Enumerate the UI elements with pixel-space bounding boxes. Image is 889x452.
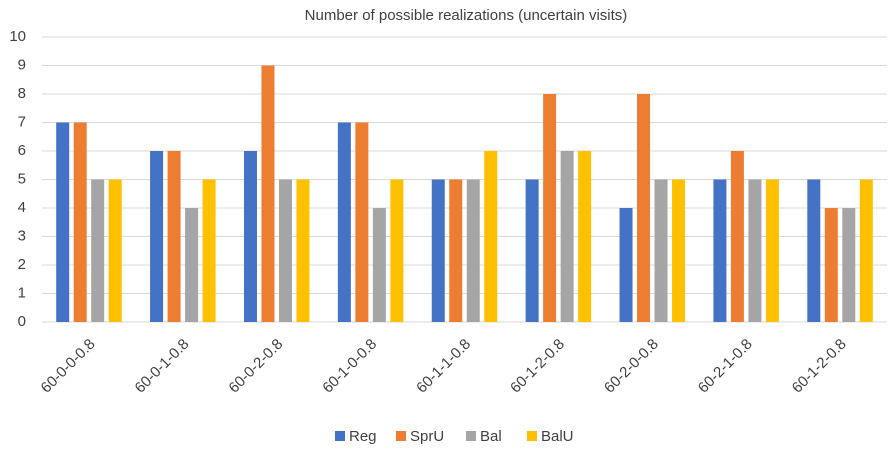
y-tick-label: 5 [18,170,26,187]
x-tick-label: 60-2-1-0.8 [695,336,756,397]
bar [654,179,668,322]
bar [730,151,744,322]
x-tick-label: 60-0-1-0.8 [132,336,193,397]
bar [672,179,686,322]
y-tick-label: 7 [18,113,26,130]
bar [842,208,856,322]
legend-swatch [335,431,345,441]
y-tick-label: 0 [18,313,26,330]
bar [202,179,216,322]
y-tick-label: 2 [18,256,26,273]
x-tick-label: 60-0-2-0.8 [225,336,286,397]
bar [56,122,70,322]
legend-swatch [396,431,406,441]
x-tick-label: 60-1-1-0.8 [413,336,474,397]
bar [390,179,404,322]
legend-label: SprU [410,428,444,445]
x-tick-label: 60-1-2-0.8 [507,336,568,397]
y-tick-label: 9 [18,56,26,73]
x-tick-label: 60-1-2-0.8 [789,336,850,397]
legend-label: Bal [480,428,502,445]
bar [372,208,386,322]
bar [859,179,873,322]
bar [185,208,199,322]
legend-swatch [466,431,476,441]
legend-label: Reg [349,428,377,445]
bar [748,179,762,322]
bar [73,122,87,322]
y-tick-label: 1 [18,284,26,301]
bar [466,179,480,322]
bar [619,208,633,322]
bar [261,65,275,322]
x-tick-label: 60-1-0-0.8 [319,336,380,397]
bar [765,179,779,322]
bar [431,179,445,322]
bar [167,151,181,322]
bar [355,122,369,322]
y-tick-label: 3 [18,227,26,244]
bar [713,179,727,322]
x-tick-label: 60-0-0-0.8 [38,336,99,397]
legend-label: BalU [541,428,574,445]
bar [296,179,310,322]
bar [150,151,164,322]
bar [637,94,651,322]
y-tick-label: 8 [18,85,26,102]
bar [108,179,122,322]
bar [91,179,105,322]
bar [543,94,557,322]
y-tick-label: 10 [9,28,26,45]
chart-title: Number of possible realizations (uncerta… [305,7,628,24]
bar [525,179,539,322]
bar [484,151,498,322]
bar [578,151,592,322]
bar [278,179,292,322]
x-tick-label: 60-2-0-0.8 [601,336,662,397]
y-tick-label: 6 [18,142,26,159]
y-tick-label: 4 [18,199,26,216]
bar [560,151,574,322]
bar [449,179,463,322]
bar [824,208,838,322]
bar [243,151,257,322]
bar [337,122,351,322]
legend-swatch [527,431,537,441]
bar [807,179,821,322]
